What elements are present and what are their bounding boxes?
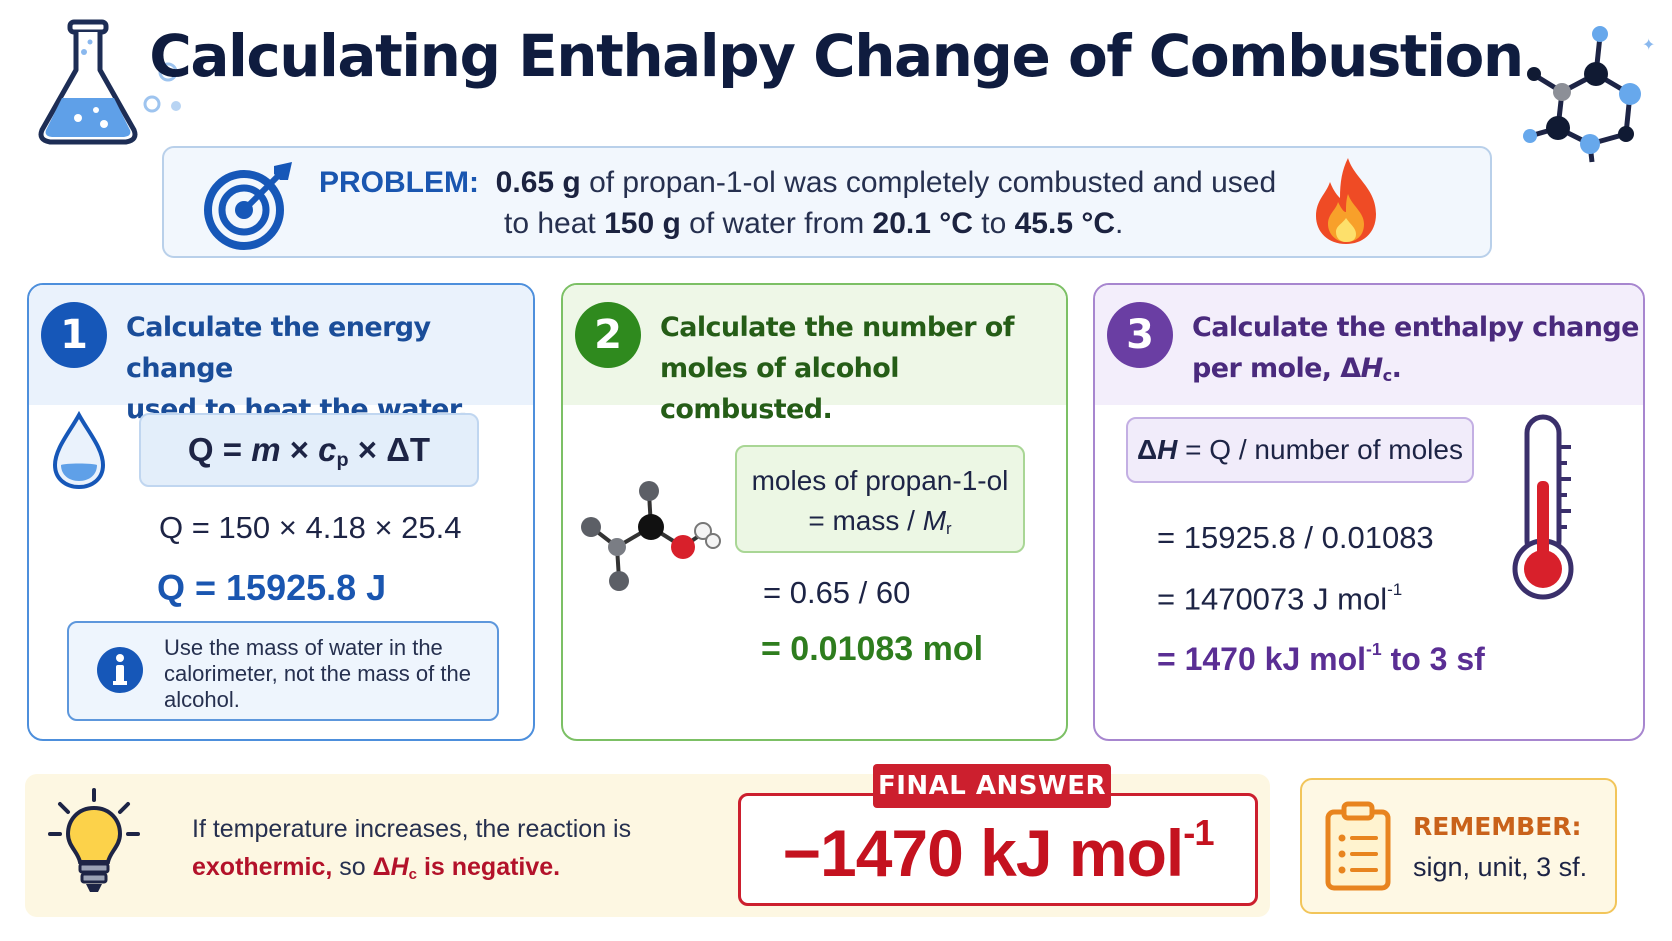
step-3-heading-line2: per mole, Δ bbox=[1192, 353, 1361, 384]
molecule-icon: ✦ bbox=[1523, 26, 1655, 163]
step-3-number: 3 bbox=[1107, 302, 1173, 368]
step-2-number: 2 bbox=[575, 302, 641, 368]
target-icon bbox=[204, 162, 292, 250]
step-2-header: 2 Calculate the number of moles of alcoh… bbox=[563, 285, 1066, 425]
tip-text: If temperature increases, the reaction i… bbox=[192, 810, 631, 894]
enthalpy-result-sf: to 3 sf bbox=[1381, 640, 1485, 677]
tip-so: so bbox=[332, 853, 373, 881]
formula-r: r bbox=[946, 519, 952, 539]
moles-formula-line2: = mass / bbox=[808, 505, 923, 536]
end-temperature: 45.5 °C bbox=[1014, 207, 1115, 240]
step-1-heading-line1: Calculate the energy change bbox=[126, 312, 431, 384]
water-drop-icon bbox=[52, 411, 106, 490]
step-1-number: 1 bbox=[41, 302, 107, 368]
problem-box: PROBLEM: 0.65 g of propan-1-ol was compl… bbox=[162, 146, 1492, 258]
heading-h: H bbox=[1360, 353, 1384, 384]
tip-negative: is negative. bbox=[417, 853, 561, 881]
info-note-text: Use the mass of water in the calorimeter… bbox=[164, 635, 471, 712]
step-3-header: 3 Calculate the enthalpy change per mole… bbox=[1095, 285, 1643, 405]
problem-text-e: . bbox=[1115, 207, 1124, 240]
tip-delta: Δ bbox=[372, 853, 391, 881]
moles-formula: moles of propan-1-ol = mass / Mr bbox=[735, 445, 1025, 553]
svg-text:✦: ✦ bbox=[1642, 35, 1655, 54]
lightbulb-icon bbox=[48, 788, 140, 892]
energy-formula: Q = m × cp × ΔT bbox=[139, 413, 479, 487]
step-3-heading: Calculate the enthalpy change per mole, … bbox=[1192, 307, 1639, 396]
remember-text: sign, unit, 3 sf. bbox=[1413, 852, 1588, 882]
flame-icon bbox=[1316, 158, 1376, 244]
tip-c: c bbox=[408, 865, 418, 883]
formula-p: p bbox=[336, 448, 349, 471]
formula-delta: Δ bbox=[1137, 434, 1158, 465]
problem-statement: PROBLEM: 0.65 g of propan-1-ol was compl… bbox=[319, 162, 1276, 244]
step-1-card: 1 Calculate the energy change used to he… bbox=[27, 283, 535, 741]
bubbles-icon bbox=[143, 62, 181, 113]
enthalpy-joules: = 1470073 J mol-1 bbox=[1157, 580, 1402, 617]
formula-dt: × ΔT bbox=[348, 431, 431, 468]
clipboard-icon bbox=[1325, 801, 1391, 891]
info-icon bbox=[97, 647, 143, 693]
step-3-heading-line1: Calculate the enthalpy change bbox=[1192, 312, 1639, 343]
formula-rest: = Q / number of moles bbox=[1177, 434, 1463, 465]
step-2-card: 2 Calculate the number of moles of alcoh… bbox=[561, 283, 1068, 741]
remember-title: REMEMBER: bbox=[1413, 812, 1582, 841]
tip-exothermic: exothermic, bbox=[192, 853, 333, 881]
formula-times: × bbox=[280, 431, 319, 468]
final-answer-box bbox=[738, 793, 1258, 906]
tip-h: H bbox=[390, 853, 409, 881]
enthalpy-result: = 1470 kJ mol-1 to 3 sf bbox=[1157, 639, 1485, 678]
step-1-heading: Calculate the energy change used to heat… bbox=[126, 307, 533, 430]
problem-label: PROBLEM: bbox=[319, 166, 479, 199]
formula-h: H bbox=[1157, 434, 1178, 465]
problem-text-d: to bbox=[972, 207, 1015, 240]
step-2-heading: Calculate the number of moles of alcohol… bbox=[660, 307, 1066, 430]
step-3-card: 3 Calculate the enthalpy change per mole… bbox=[1093, 283, 1645, 741]
final-answer-number: −1470 kJ mol bbox=[782, 815, 1184, 890]
tip-line1: If temperature increases, the reaction i… bbox=[192, 815, 632, 843]
water-mass: 150 g bbox=[604, 207, 681, 240]
flask-icon bbox=[38, 19, 138, 145]
formula-q: Q = bbox=[187, 431, 252, 468]
step-1-header: 1 Calculate the energy change used to he… bbox=[29, 285, 533, 425]
enthalpy-substitution: = 15925.8 / 0.01083 bbox=[1157, 520, 1434, 555]
energy-substitution: Q = 150 × 4.18 × 25.4 bbox=[159, 510, 462, 545]
thermometer-icon bbox=[1512, 414, 1574, 600]
energy-result: Q = 15925.8 J bbox=[157, 567, 387, 608]
moles-result: = 0.01083 mol bbox=[761, 630, 984, 668]
enthalpy-result-sup: -1 bbox=[1366, 639, 1382, 659]
problem-text-b: to heat bbox=[504, 207, 605, 240]
formula-c: c bbox=[318, 431, 337, 468]
final-answer-sup: -1 bbox=[1183, 812, 1214, 853]
heading-c: c bbox=[1382, 366, 1393, 386]
enthalpy-formula: ΔH = Q / number of moles bbox=[1126, 417, 1474, 483]
problem-text-a: of propan-1-ol was completely combusted … bbox=[580, 166, 1277, 199]
enthalpy-joules-value: = 1470073 J mol bbox=[1157, 581, 1388, 617]
formula-molar-mass: M bbox=[922, 505, 947, 536]
start-temperature: 20.1 °C bbox=[872, 207, 973, 240]
moles-substitution: = 0.65 / 60 bbox=[763, 575, 911, 610]
final-answer-value: −1470 kJ mol-1 bbox=[738, 812, 1258, 891]
heading-end: . bbox=[1391, 353, 1402, 384]
moles-formula-line1: moles of propan-1-ol bbox=[751, 465, 1009, 496]
alcohol-mass: 0.65 g bbox=[495, 166, 581, 199]
info-note: Use the mass of water in the calorimeter… bbox=[67, 621, 499, 721]
enthalpy-joules-sup: -1 bbox=[1387, 580, 1403, 599]
step-2-heading-line2: moles of alcohol combusted. bbox=[660, 353, 899, 425]
step-2-heading-line1: Calculate the number of bbox=[660, 312, 1014, 343]
formula-m: m bbox=[251, 431, 281, 468]
final-answer-label: FINAL ANSWER bbox=[873, 764, 1111, 808]
propanol-molecule-icon bbox=[581, 481, 721, 591]
page-title: Calculating Enthalpy Change of Combustio… bbox=[149, 22, 1524, 90]
problem-text-c: of water from bbox=[680, 207, 873, 240]
enthalpy-result-value: = 1470 kJ mol bbox=[1157, 640, 1367, 677]
